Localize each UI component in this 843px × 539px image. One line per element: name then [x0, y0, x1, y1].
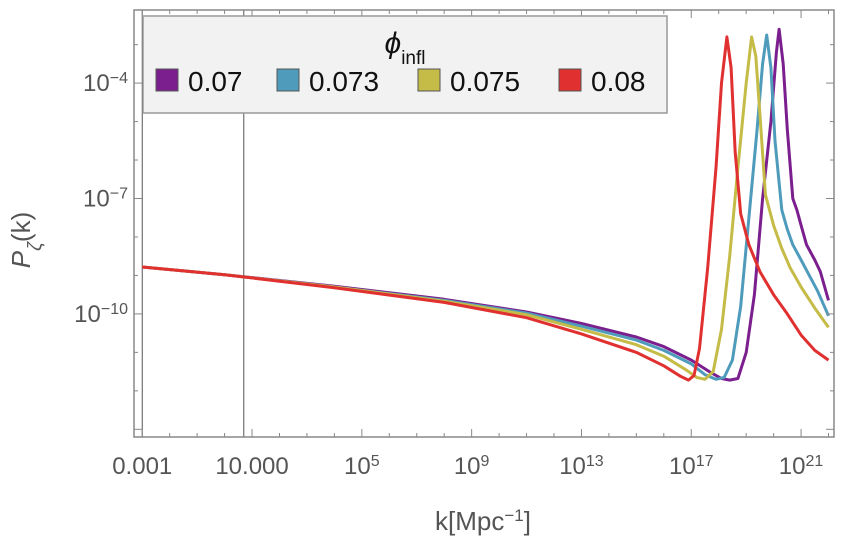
legend-label-0.08: 0.08	[591, 66, 646, 97]
y-tick-label-1: 10−7	[83, 185, 128, 213]
y-tick-label-base: 10	[83, 185, 110, 212]
x-tick-label-exp: 9	[481, 453, 490, 470]
y-tick-label-exp: −10	[101, 300, 128, 317]
x-tick-label-4: 1013	[559, 453, 604, 481]
x-axis-title-exp: −1	[504, 506, 523, 525]
legend-title-sub: infl	[401, 48, 425, 69]
x-tick-label-base: 10	[559, 453, 586, 480]
x-tick-label-exp: 13	[586, 453, 604, 470]
y-axis-title-tail: (k)	[6, 212, 36, 242]
legend: ϕinfl 0.07 0.073 0.075 0.08	[142, 15, 668, 114]
legend-swatch-0.08	[558, 68, 582, 92]
y-tick-label-2: 10−10	[74, 300, 128, 328]
x-tick-label-5: 1017	[669, 453, 714, 481]
x-tick-label-base: 10	[779, 453, 806, 480]
legend-label-0.075: 0.075	[450, 66, 520, 97]
y-tick-label-0: 10−4	[83, 70, 128, 98]
y-tick-label-exp: −7	[110, 185, 128, 202]
x-tick-label-exp: 21	[806, 453, 824, 470]
legend-title: ϕinfl	[385, 27, 426, 69]
legend-title-symbol: ϕ	[385, 27, 402, 60]
y-tick-label-exp: −4	[110, 70, 128, 87]
x-tick-label-base: 10	[454, 453, 481, 480]
y-axis-title-sub: ζ	[25, 241, 46, 251]
x-axis-title-base: k[Mpc	[435, 506, 504, 536]
plot-frame	[133, 9, 835, 438]
series-line-0.075	[142, 35, 830, 381]
legend-label-0.073: 0.073	[309, 66, 379, 97]
legend-box	[142, 15, 668, 114]
legend-label-0.07: 0.07	[188, 66, 243, 97]
y-tick-label-base: 10	[74, 301, 101, 328]
y-axis-title-main: P	[6, 250, 36, 268]
x-tick-label-base: 10	[344, 453, 371, 480]
axis-ticks	[134, 10, 834, 437]
legend-items: 0.07 0.073 0.075 0.08	[155, 66, 646, 97]
series-group	[142, 27, 830, 382]
series-line-0.07	[142, 27, 830, 382]
legend-swatch-0.07	[155, 68, 179, 92]
series-line-0.073	[142, 33, 830, 381]
x-axis-title-tail: ]	[524, 506, 531, 536]
legend-swatch-0.075	[417, 68, 441, 92]
x-tick-label-6: 1021	[779, 453, 824, 481]
x-tick-label-1: 10.000	[215, 453, 288, 480]
x-tick-label-exp: 5	[371, 453, 380, 470]
x-tick-label-0: 0.001	[112, 453, 172, 480]
tick-labels: 0.001 10.000 105 109 1013 1017 102110−410−710−…	[74, 70, 823, 480]
series-line-0.08	[142, 35, 830, 382]
x-tick-label-exp: 17	[696, 453, 714, 470]
legend-swatch-0.073	[276, 68, 300, 92]
x-tick-label-3: 109	[454, 453, 490, 481]
x-axis-title: k[Mpc−1]	[435, 506, 531, 537]
x-tick-label-2: 105	[344, 453, 380, 481]
x-tick-label-base: 10	[669, 453, 696, 480]
y-axis-title: Pζ(k)	[6, 212, 46, 268]
y-tick-label-base: 10	[83, 70, 110, 97]
